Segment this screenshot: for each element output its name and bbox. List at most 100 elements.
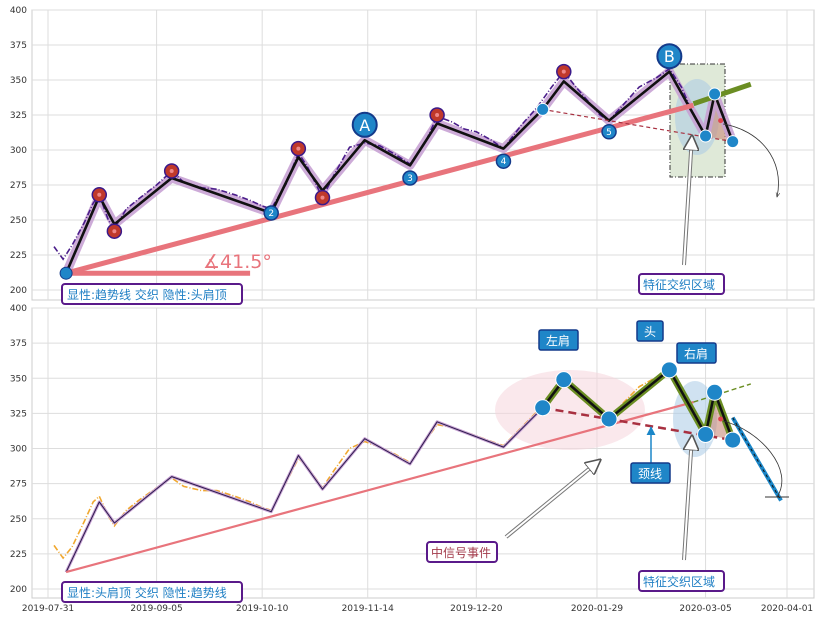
- y-tick-label: 225: [10, 550, 27, 560]
- numbered-point-label: 4: [501, 157, 507, 167]
- x-tick-label: 2019-11-14: [342, 604, 395, 614]
- bottom-markers: [534, 361, 742, 449]
- numbered-point-label: 5: [606, 128, 612, 138]
- numbered-point-label: 2: [268, 209, 274, 219]
- x-tick-label: 2020-04-01: [761, 604, 813, 614]
- bottom-zone-box-text: 特征交织区域: [643, 574, 715, 589]
- top-left-box: 显性:趋势线 交织 隐性:头肩顶: [61, 283, 243, 305]
- bottom-y-ticks: 200 225 250 275 300 325 350 375 400: [10, 304, 27, 595]
- bottom-curve: [722, 420, 783, 498]
- x-tick-label: 2019-10-10: [236, 604, 289, 614]
- top-zone-box-frame: [638, 273, 725, 295]
- y-tick-label: 225: [10, 251, 27, 261]
- bottom-trendline: [65, 401, 694, 574]
- pivot-point-core: [320, 195, 325, 200]
- numbered-point: [495, 153, 512, 169]
- bottom-left-box-text: 显性:头肩顶 交织 隐性:趋势线: [67, 585, 227, 600]
- top-zigzag-line: [64, 70, 734, 274]
- y-tick-label: 275: [10, 480, 27, 490]
- x-tick-label: 2019-12-20: [450, 604, 503, 614]
- y-tick-label: 325: [10, 111, 27, 121]
- pattern-point: [600, 410, 618, 428]
- bottom-zone-box: 特征交织区域: [638, 570, 725, 592]
- neckline-label: 颈线: [630, 462, 671, 484]
- pattern-point: [660, 361, 678, 379]
- pivot-point-core: [561, 69, 566, 74]
- head-label: 头: [636, 320, 664, 342]
- pattern-point: [697, 425, 715, 443]
- apex-point-label: A: [359, 116, 370, 135]
- right-shoulder-text: 右肩: [684, 346, 708, 361]
- top-left-box-text: 显性:趋势线 交织 隐性:头肩顶: [67, 287, 227, 302]
- apex-point-label: B: [664, 47, 675, 66]
- left-shoulder-label: 左肩: [538, 329, 579, 351]
- numbered-point: [263, 205, 279, 221]
- y-tick-label: 325: [10, 409, 27, 419]
- x-tick-label: 2019-07-31: [22, 604, 74, 614]
- top-markers: 2 3 4 5 A B: [59, 43, 740, 280]
- y-tick-label: 200: [10, 585, 27, 595]
- pattern-point: [708, 87, 722, 101]
- pivot-point-core: [435, 113, 440, 117]
- pattern-point: [726, 135, 740, 149]
- numbered-point: [402, 170, 418, 186]
- angle-label: ∡41.5°: [203, 251, 272, 273]
- pattern-point: [536, 102, 550, 116]
- y-tick-label: 200: [10, 286, 27, 296]
- pattern-point: [699, 129, 713, 143]
- y-tick-label: 350: [10, 374, 27, 384]
- pattern-point: [724, 431, 742, 449]
- y-tick-label: 250: [10, 515, 27, 525]
- neckline-text: 颈线: [638, 467, 662, 481]
- y-tick-label: 350: [10, 76, 27, 86]
- top-price-line: [53, 67, 734, 261]
- y-tick-label: 400: [10, 6, 27, 16]
- bottom-left-box: 显性:头肩顶 交织 隐性:趋势线: [61, 581, 243, 603]
- x-tick-label: 2020-03-05: [679, 604, 731, 614]
- projection-line-inner: [732, 417, 782, 501]
- top-trendline: [65, 102, 695, 276]
- x-tick-label: 2019-09-05: [130, 604, 182, 614]
- right-shoulder-label: 右肩: [676, 342, 717, 364]
- top-curve-arrow: [722, 123, 778, 197]
- bottom-zone-center-dot: [718, 416, 724, 422]
- pivot-point-core: [169, 169, 174, 173]
- bottom-zone-arrow: [683, 436, 692, 561]
- bottom-trendline-extension: [693, 383, 752, 403]
- y-tick-label: 400: [10, 304, 27, 314]
- pivot-point-core: [112, 229, 117, 234]
- y-tick-label: 300: [10, 146, 27, 156]
- top-trendline-extension: [692, 81, 752, 107]
- top-panel: 200 225 250 275 300 325 350 375 400 2 3 4 5 A B ∡41.5…: [10, 6, 815, 305]
- mid-signal-box: 中信号事件: [426, 541, 498, 563]
- top-y-ticks: 200 225 250 275 300 325 350 375 400: [10, 6, 27, 296]
- top-series: [53, 67, 752, 276]
- y-tick-label: 275: [10, 181, 27, 191]
- top-zone-arrow: [683, 136, 692, 266]
- top-zone-box: 特征交织区域: [638, 273, 725, 295]
- y-tick-label: 375: [10, 339, 27, 349]
- start-point: [59, 266, 73, 280]
- pivot-point-core: [296, 146, 301, 151]
- top-zone-box-text: 特征交织区域: [643, 277, 715, 292]
- top-left-box-frame: [61, 283, 243, 305]
- pattern-point: [706, 383, 724, 401]
- y-tick-label: 375: [10, 41, 27, 51]
- pattern-ellipse: [495, 370, 645, 450]
- y-tick-label: 300: [10, 445, 27, 455]
- pattern-point: [534, 399, 552, 417]
- zone-center-dot: [718, 118, 724, 124]
- pivot-point-core: [97, 192, 102, 197]
- mid-signal-text: 中信号事件: [431, 545, 491, 560]
- x-tick-label: 2020-01-29: [571, 604, 624, 614]
- bottom-x-ticks: 2019-07-31 2019-09-05 2019-10-10 2019-11-14…: [22, 604, 813, 614]
- numbered-point: [601, 124, 617, 140]
- numbered-point-label: 3: [407, 174, 413, 184]
- y-tick-label: 250: [10, 216, 27, 226]
- apex-point: [351, 111, 378, 138]
- pattern-point: [555, 371, 573, 389]
- apex-point: [656, 43, 683, 70]
- signal-arrow: [505, 460, 600, 538]
